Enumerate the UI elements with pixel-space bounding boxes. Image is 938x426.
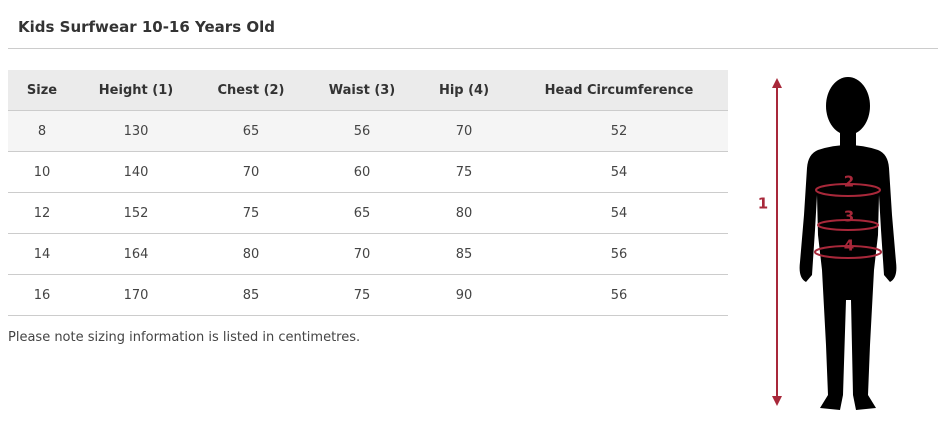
table-cell: 54 xyxy=(510,151,728,193)
column-header: Hip (4) xyxy=(418,70,510,111)
title: Kids Surfwear 10-16 Years Old xyxy=(18,18,275,36)
arrow-head xyxy=(772,78,782,88)
table-cell: 14 xyxy=(8,233,76,275)
column-header: Waist (3) xyxy=(306,70,418,111)
table-body: 8 130 65 56 70 52 10 140 70 60 75 54 12 152 75 65 80 54 14… xyxy=(8,110,728,316)
table-cell: 8 xyxy=(8,110,76,152)
table-cell: 65 xyxy=(306,192,418,234)
table-cell: 10 xyxy=(8,151,76,193)
measure-label: 4 xyxy=(844,237,854,255)
table-cell: 85 xyxy=(418,233,510,275)
header-row: Size Height (1) Chest (2) Waist (3) Hip (4) H… xyxy=(8,70,728,111)
measure-label: 1 xyxy=(758,195,768,213)
table-cell: 75 xyxy=(196,192,306,234)
table-cell: 85 xyxy=(196,274,306,316)
divider xyxy=(8,48,938,49)
table-cell: 52 xyxy=(510,110,728,152)
table-cell: 164 xyxy=(76,233,196,275)
table-cell: 56 xyxy=(510,233,728,275)
table-row: 8 130 65 56 70 52 xyxy=(8,110,728,152)
table-row: 14 164 80 70 85 56 xyxy=(8,233,728,275)
column-header: Chest (2) xyxy=(196,70,306,111)
table-cell: 80 xyxy=(418,192,510,234)
table-cell: 54 xyxy=(510,192,728,234)
table-cell: 70 xyxy=(196,151,306,193)
column-header: Height (1) xyxy=(76,70,196,111)
table-cell: 56 xyxy=(306,110,418,152)
table-cell: 56 xyxy=(510,274,728,316)
silhouette xyxy=(799,77,897,410)
column-header: Size xyxy=(8,70,76,111)
table-cell: 75 xyxy=(306,274,418,316)
size-table: Size Height (1) Chest (2) Waist (3) Hip (4) H… xyxy=(8,70,728,316)
table-cell: 170 xyxy=(76,274,196,316)
table-row: 16 170 85 75 90 56 xyxy=(8,274,728,316)
table-cell: 70 xyxy=(418,110,510,152)
table-row: 12 152 75 65 80 54 xyxy=(8,192,728,234)
table-cell: 130 xyxy=(76,110,196,152)
arrow-head xyxy=(772,396,782,406)
measure-label: 3 xyxy=(844,208,854,226)
note: Please note sizing information is listed… xyxy=(8,330,361,345)
table-row: 10 140 70 60 75 54 xyxy=(8,151,728,193)
table-cell: 140 xyxy=(76,151,196,193)
table-cell: 75 xyxy=(418,151,510,193)
column-header: Head Circumference xyxy=(510,70,728,111)
table-cell: 70 xyxy=(306,233,418,275)
body-figure: 1 2 3 4 xyxy=(758,77,897,410)
table-cell: 16 xyxy=(8,274,76,316)
table-cell: 152 xyxy=(76,192,196,234)
table-cell: 60 xyxy=(306,151,418,193)
measure-label: 2 xyxy=(844,173,854,191)
measure-rings xyxy=(814,183,882,259)
table-cell: 90 xyxy=(418,274,510,316)
table-cell: 65 xyxy=(196,110,306,152)
table-cell: 80 xyxy=(196,233,306,275)
table-cell: 12 xyxy=(8,192,76,234)
